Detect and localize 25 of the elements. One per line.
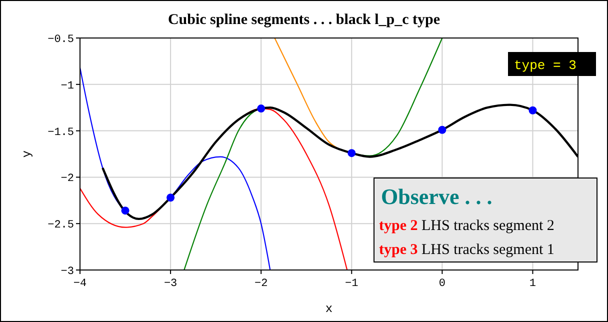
- point: [257, 104, 266, 113]
- y-tick-label: −1.5: [48, 126, 74, 139]
- x-tick-label: −4: [73, 278, 87, 290]
- y-tick-label: −2: [60, 173, 74, 186]
- y-tick-label: −3: [60, 266, 74, 278]
- point: [166, 194, 175, 202]
- annotation: Observe . . .: [381, 184, 492, 209]
- x-tick-label: −3: [164, 278, 178, 290]
- y-axis-title: y: [20, 150, 34, 158]
- x-tick-label: −1: [345, 278, 359, 290]
- point: [438, 126, 446, 134]
- chart-title: Cubic spline segments . . . black l_p_c type: [168, 12, 440, 28]
- point: [348, 149, 356, 158]
- x-axis-title: x: [325, 302, 333, 316]
- point: [121, 206, 130, 215]
- y-tick-label: −0.5: [48, 34, 74, 46]
- y-tick-label: −2.5: [48, 220, 74, 232]
- x-tick-label: −2: [254, 278, 268, 290]
- point: [528, 106, 537, 114]
- annotation: type 2 LHS tracks segment 2: [379, 218, 554, 234]
- y-tick-label: −1: [60, 80, 74, 92]
- x-tick-label: 1: [529, 278, 536, 290]
- annotation: type 3 LHS tracks segment 1: [379, 242, 554, 258]
- annotation: type = 3: [514, 58, 576, 73]
- x-tick-label: 0: [438, 278, 446, 290]
